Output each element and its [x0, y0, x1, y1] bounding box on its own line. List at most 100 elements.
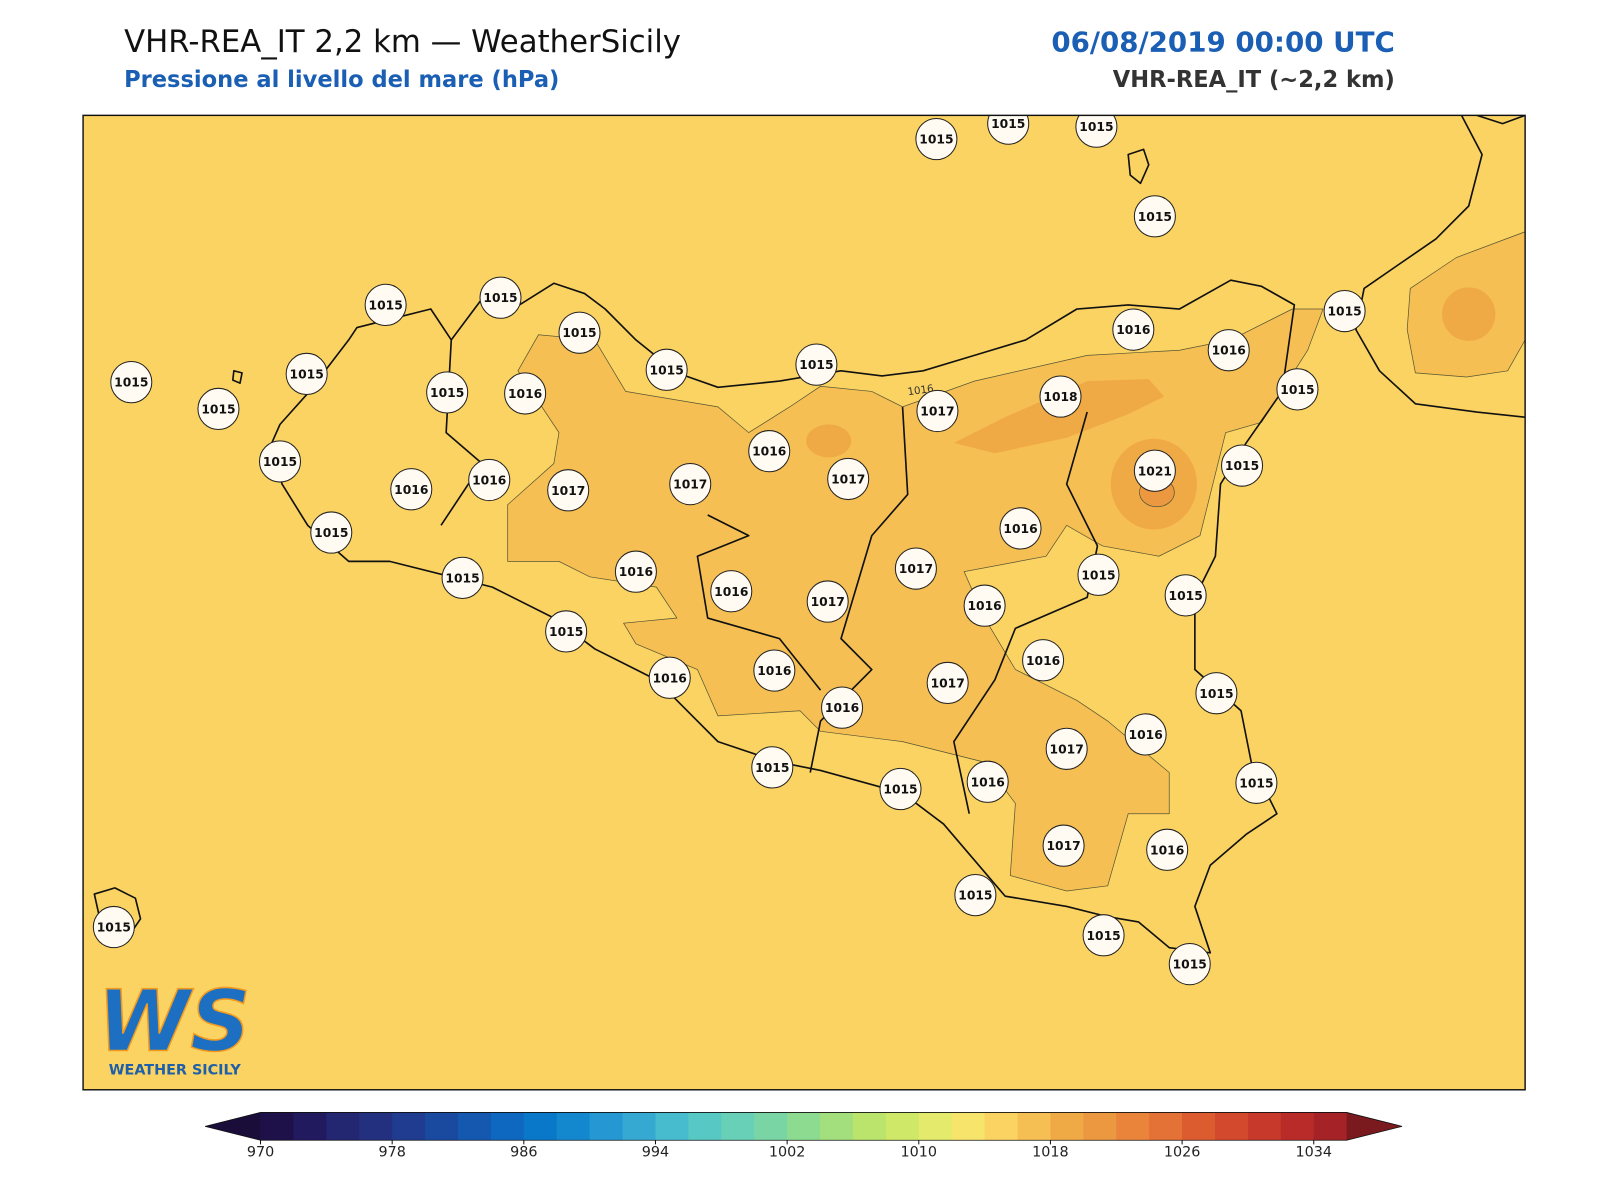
colorbar-bin — [1313, 1112, 1348, 1141]
colorbar-bin — [589, 1112, 624, 1141]
station-value: 1015 — [1280, 383, 1314, 397]
station-value: 1016 — [653, 671, 687, 685]
station-value: 1015 — [1138, 210, 1172, 224]
calabria-coastline — [1476, 115, 1526, 125]
station-value: 1015 — [445, 571, 479, 585]
station-value: 1017 — [673, 478, 707, 492]
station-marker — [827, 457, 870, 501]
title: VHR-REA_IT 2,2 km — WeatherSicily — [124, 24, 681, 60]
province-border — [696, 514, 822, 691]
station-value: 1017 — [831, 472, 865, 486]
model-name: VHR-REA_IT (~2,2 km) — [1113, 67, 1395, 93]
station-marker — [197, 387, 240, 431]
colorbar-under — [205, 1112, 261, 1141]
colorbar-bin — [1050, 1112, 1084, 1141]
colorbar-bin — [754, 1112, 788, 1141]
station-marker — [1082, 914, 1125, 957]
station-value: 1015 — [114, 376, 148, 390]
colorbar-tick-label: 994 — [642, 1145, 669, 1161]
station-value: 1015 — [958, 889, 992, 903]
station-value: 1015 — [1327, 305, 1361, 319]
station-marker — [614, 550, 657, 593]
pressure-area — [507, 308, 1324, 892]
station-value: 1016 — [1003, 522, 1037, 536]
logo-mark: WS — [97, 972, 250, 1070]
station-value: 1015 — [755, 761, 789, 775]
colorbar-bin — [688, 1112, 722, 1141]
station-marker — [504, 372, 547, 415]
colorbar-bin — [457, 1112, 492, 1141]
station-marker — [479, 276, 522, 319]
colorbar-bin — [1149, 1112, 1183, 1141]
colorbar-bin — [885, 1112, 920, 1141]
station-marker — [710, 570, 753, 613]
station-value: 1017 — [931, 676, 965, 690]
station-value: 1017 — [1046, 839, 1080, 853]
station-marker — [748, 430, 791, 473]
station-value: 1017 — [1050, 742, 1084, 756]
station-value: 1016 — [971, 775, 1005, 789]
station-value: 1015 — [430, 386, 464, 400]
colorbar-bin — [622, 1112, 656, 1141]
station-value: 1018 — [1043, 390, 1077, 404]
station-marker — [1323, 289, 1366, 333]
station-value: 1015 — [1225, 459, 1259, 473]
colorbar-bin — [655, 1112, 689, 1141]
station-value: 1015 — [1169, 589, 1203, 603]
station-marker — [547, 469, 590, 512]
colorbar-bin — [984, 1112, 1019, 1141]
colorbar-tick-label: 970 — [247, 1145, 274, 1161]
station-value: 1015 — [290, 367, 324, 381]
station-marker — [753, 649, 796, 692]
station-marker — [821, 686, 864, 729]
station-marker — [1042, 824, 1085, 867]
station-value: 1017 — [899, 562, 933, 576]
station-marker — [441, 556, 484, 599]
station-value: 1015 — [201, 402, 235, 416]
logo-text: WEATHER SICILY — [109, 1062, 242, 1078]
station-value: 1021 — [1138, 464, 1172, 478]
station-marker — [426, 371, 469, 414]
station-marker — [468, 458, 511, 502]
station-value: 1015 — [883, 783, 917, 797]
station-value: 1015 — [799, 358, 833, 372]
pressure-area-high — [806, 424, 852, 458]
station-marker — [926, 661, 969, 705]
station-value: 1016 — [752, 445, 786, 459]
province-border — [809, 406, 909, 773]
colorbar-bin — [490, 1112, 525, 1141]
station-marker — [795, 343, 838, 386]
station-marker — [1146, 828, 1189, 871]
station-marker — [999, 507, 1042, 550]
station-value: 1015 — [991, 117, 1025, 131]
station-marker — [1039, 375, 1082, 418]
station-value: 1015 — [97, 921, 131, 935]
station-value: 1015 — [650, 363, 684, 377]
station-value: 1016 — [1026, 654, 1060, 668]
colorbar-bin — [1182, 1112, 1216, 1141]
station-marker — [1022, 639, 1065, 682]
station-value: 1016 — [394, 483, 428, 497]
station-marker — [806, 580, 849, 623]
station-marker — [258, 440, 302, 483]
colorbar-bin — [787, 1112, 821, 1141]
station-value: 1017 — [811, 595, 845, 609]
colorbar-tick-label: 978 — [378, 1145, 405, 1161]
colorbar-bin — [293, 1112, 327, 1141]
station-value: 1016 — [1116, 323, 1150, 337]
station-marker — [1077, 553, 1120, 596]
colorbar-tick-label: 1002 — [769, 1145, 806, 1161]
station-value: 1015 — [1079, 120, 1113, 134]
colorbar-bin — [1280, 1112, 1315, 1141]
station-marker — [1133, 195, 1176, 238]
station-marker — [1276, 368, 1319, 411]
station-marker — [669, 463, 712, 506]
colorbar-bin — [523, 1112, 558, 1141]
pressure-area-high — [1442, 287, 1496, 341]
station-marker — [1195, 672, 1238, 715]
station-marker — [558, 311, 601, 354]
station-value: 1015 — [1081, 568, 1115, 582]
station-marker — [966, 760, 1009, 803]
station-marker — [285, 352, 328, 396]
station-value: 1015 — [1199, 687, 1233, 701]
